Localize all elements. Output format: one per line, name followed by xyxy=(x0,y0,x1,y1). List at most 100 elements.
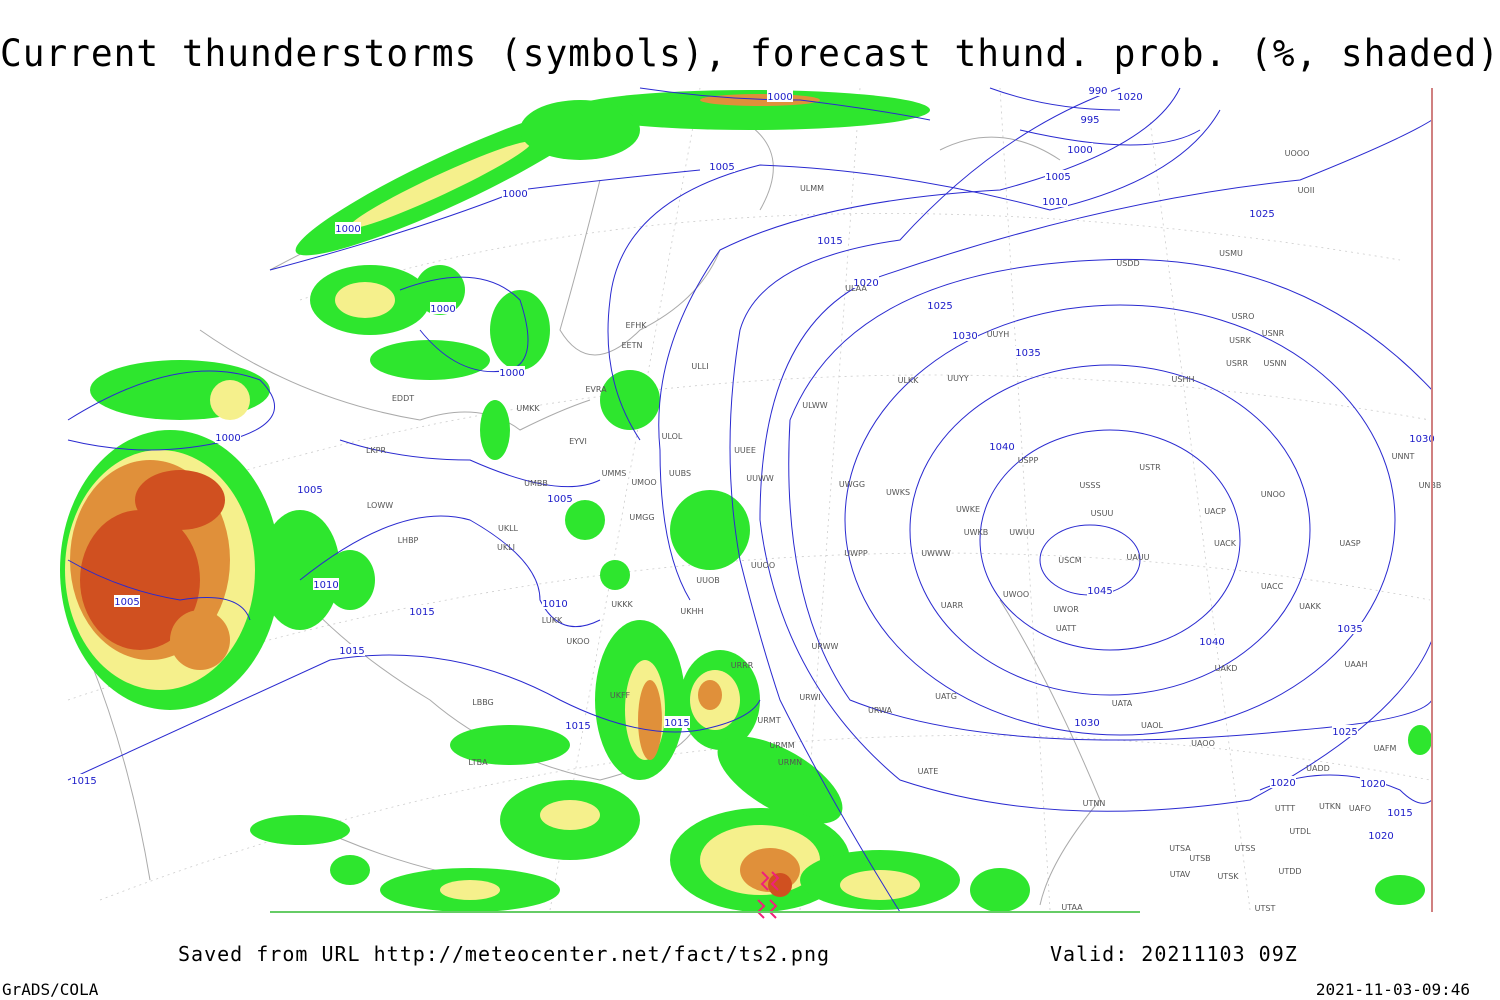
isobar-label-bg xyxy=(1045,170,1071,182)
station-code: LTBA xyxy=(468,758,488,767)
isobar-label-bg xyxy=(114,595,140,607)
station-code: UUOB xyxy=(696,576,720,585)
isobar-label-bg xyxy=(1074,716,1100,728)
station-code: UOII xyxy=(1298,186,1315,195)
isobar-label: 1020 xyxy=(853,278,878,289)
isobar-label-bg xyxy=(409,605,435,617)
station-code: USRO xyxy=(1232,312,1255,321)
isobar-label-bg xyxy=(1117,90,1143,102)
isobar-label: 1020 xyxy=(1117,92,1142,103)
isobar-label-bg xyxy=(1042,195,1068,207)
station-code: USPP xyxy=(1018,456,1039,465)
station-code: UTDL xyxy=(1289,827,1311,836)
station-code: URWA xyxy=(868,706,893,715)
station-code: UTAV xyxy=(1170,870,1191,879)
station-code: LHBP xyxy=(398,536,419,545)
isobar-label: 1025 xyxy=(1249,209,1274,220)
isobars xyxy=(67,87,1433,913)
isobar-label: 1015 xyxy=(71,776,96,787)
station-code: UUOO xyxy=(751,561,775,570)
isobar-labels: 1000 995 990 1000 1005 1005 1010 1000 1000 1015 10… xyxy=(71,84,1435,842)
isobar-label-bg xyxy=(1360,777,1386,789)
isobar-label-bg xyxy=(499,366,525,378)
station-code: UAUU xyxy=(1126,553,1149,562)
isobar-label-bg xyxy=(1332,725,1358,737)
station-code: UWGG xyxy=(839,480,865,489)
isobar-label-bg xyxy=(1199,635,1225,647)
station-code: UKOO xyxy=(566,637,589,646)
station-code: ULLI xyxy=(691,362,708,371)
isobar-label: 1025 xyxy=(927,301,952,312)
isobar-label: 1005 xyxy=(114,597,139,608)
station-code: UNOO xyxy=(1261,490,1285,499)
isobar-label: 1015 xyxy=(565,721,590,732)
station-code: UWKE xyxy=(956,505,980,514)
station-code: USUU xyxy=(1091,509,1114,518)
station-code: EETN xyxy=(622,341,643,350)
isobar-label-bg xyxy=(297,483,323,495)
isobar-label-bg xyxy=(215,431,241,443)
station-code: UACC xyxy=(1261,582,1284,591)
station-code: UWKB xyxy=(964,528,989,537)
isobar-label: 1020 xyxy=(1270,778,1295,789)
station-code: UUEE xyxy=(734,446,756,455)
station-code: URMM xyxy=(769,741,794,750)
isobar-label: 1015 xyxy=(1387,808,1412,819)
isobar-label-bg xyxy=(952,329,978,341)
source-url: Saved from URL http://meteocenter.net/fa… xyxy=(178,942,830,966)
station-code: UWKS xyxy=(886,488,910,497)
isobar-label-bg xyxy=(565,719,591,731)
isobar-label-bg xyxy=(542,597,568,609)
isobar-label: 1045 xyxy=(1087,586,1112,597)
station-code: EFHK xyxy=(626,321,648,330)
station-code: UMBB xyxy=(524,479,548,488)
station-code: UNBB xyxy=(1419,481,1442,490)
isobar-label-bg xyxy=(339,644,365,656)
station-code: EYVI xyxy=(569,437,587,446)
station-code: UKLI xyxy=(497,543,515,552)
station-code: USDD xyxy=(1116,259,1139,268)
isobar-label-bg xyxy=(1015,346,1041,358)
station-code: ULWW xyxy=(802,401,827,410)
station-code: UUWW xyxy=(746,474,774,483)
station-code: UUYH xyxy=(987,330,1010,339)
station-code: UKLL xyxy=(498,524,519,533)
station-code: UTST xyxy=(1255,904,1276,913)
station-code: UADD xyxy=(1306,764,1330,773)
station-code: UMOO xyxy=(631,478,656,487)
isobar-label: 1015 xyxy=(409,607,434,618)
thunder-probability-shading xyxy=(60,90,1432,912)
station-code: UUBS xyxy=(669,469,691,478)
isobar-label: 1005 xyxy=(547,494,572,505)
isobar-label-bg xyxy=(313,578,339,590)
station-code: UWWW xyxy=(921,549,951,558)
isobar-label: 1000 xyxy=(502,189,527,200)
isobar-label-bg xyxy=(1249,207,1275,219)
station-code: UACP xyxy=(1204,507,1226,516)
isobar-label: 1040 xyxy=(1199,637,1224,648)
isobar-label-bg xyxy=(1387,806,1413,818)
isobar-label: 1035 xyxy=(1337,624,1362,635)
isobar-label-bg xyxy=(335,222,361,234)
isobar-label-bg xyxy=(502,187,528,199)
station-code: UTKN xyxy=(1319,802,1341,811)
isobar-label: 1035 xyxy=(1015,348,1040,359)
map-edge xyxy=(270,911,1140,913)
station-code: ULKK xyxy=(898,376,920,385)
isobar-label-bg xyxy=(853,276,879,288)
isobar-label: 1020 xyxy=(1360,779,1385,790)
isobar-label: 1010 xyxy=(313,580,338,591)
station-code: UMKK xyxy=(516,404,540,413)
station-code: LKPR xyxy=(366,446,387,455)
station-code: UARR xyxy=(941,601,964,610)
lightning-symbols xyxy=(756,871,780,919)
station-code: UAFM xyxy=(1374,744,1397,753)
station-code: UMGG xyxy=(629,513,654,522)
station-code: USRK xyxy=(1229,336,1251,345)
timestamp: 2021-11-03-09:46 xyxy=(1316,980,1470,999)
station-code: LBBG xyxy=(472,698,494,707)
station-code: UATE xyxy=(918,767,939,776)
isobar-label-bg xyxy=(989,440,1015,452)
station-code: UAOL xyxy=(1141,721,1163,730)
